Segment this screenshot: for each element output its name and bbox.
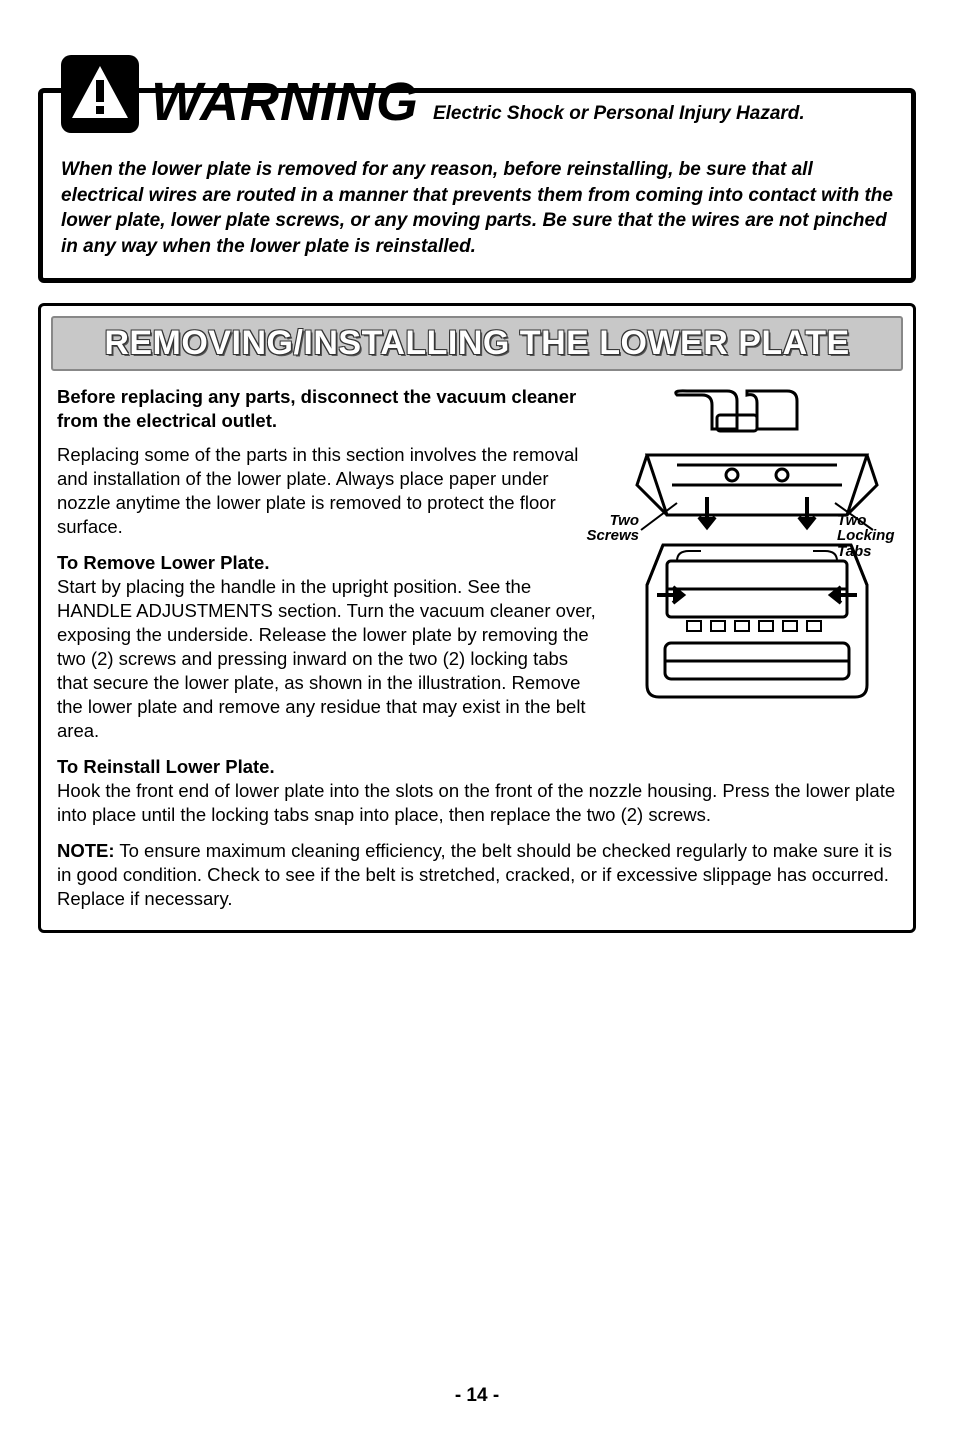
remove-heading: To Remove Lower Plate.: [57, 552, 269, 573]
lower-plate-illustration: Two Screws Two Locking Tabs: [617, 385, 897, 705]
warning-icon: [61, 55, 139, 133]
warning-subtitle: Electric Shock or Personal Injury Hazard…: [433, 103, 805, 125]
note-body: To ensure maximum cleaning efficiency, t…: [57, 840, 892, 909]
figure-label-right-1: Two: [837, 512, 866, 529]
figure-label-left-2: Screws: [586, 527, 639, 544]
note-label: NOTE:: [57, 840, 115, 861]
content-row-upper: Before replacing any parts, disconnect t…: [57, 385, 897, 756]
warning-header: WARNING Electric Shock or Personal Injur…: [61, 55, 893, 133]
figure-label-tabs: Two Locking Tabs: [837, 513, 901, 560]
figure-label-screws: Two Screws: [579, 513, 639, 545]
reinstall-paragraph: To Reinstall Lower Plate. Hook the front…: [57, 755, 897, 827]
reinstall-heading: To Reinstall Lower Plate.: [57, 756, 275, 777]
intro-body: Replacing some of the parts in this sect…: [57, 443, 603, 539]
section-banner-text: REMOVING/INSTALLING THE LOWER PLATE: [104, 324, 849, 362]
section-banner: REMOVING/INSTALLING THE LOWER PLATE: [51, 316, 903, 371]
intro-bold: Before replacing any parts, disconnect t…: [57, 385, 603, 433]
manual-page: WARNING Electric Shock or Personal Injur…: [0, 0, 954, 1435]
figure-label-right-3: Tabs: [837, 543, 871, 560]
content-text-column: Before replacing any parts, disconnect t…: [57, 385, 603, 756]
section-box: REMOVING/INSTALLING THE LOWER PLATE Befo…: [38, 303, 916, 933]
figure-column: Two Screws Two Locking Tabs: [617, 385, 897, 756]
note-paragraph: NOTE: To ensure maximum cleaning efficie…: [57, 839, 897, 911]
warning-body-text: When the lower plate is removed for any …: [61, 157, 893, 260]
warning-box: WARNING Electric Shock or Personal Injur…: [38, 88, 916, 283]
warning-title: WARNING: [151, 71, 419, 133]
figure-label-left-1: Two: [610, 512, 639, 529]
remove-paragraph: To Remove Lower Plate. Start by placing …: [57, 551, 603, 743]
remove-body: Start by placing the handle in the uprig…: [57, 576, 596, 741]
figure-label-right-2: Locking: [837, 527, 895, 544]
reinstall-body: Hook the front end of lower plate into t…: [57, 780, 895, 825]
page-number: - 14 -: [0, 1385, 954, 1407]
